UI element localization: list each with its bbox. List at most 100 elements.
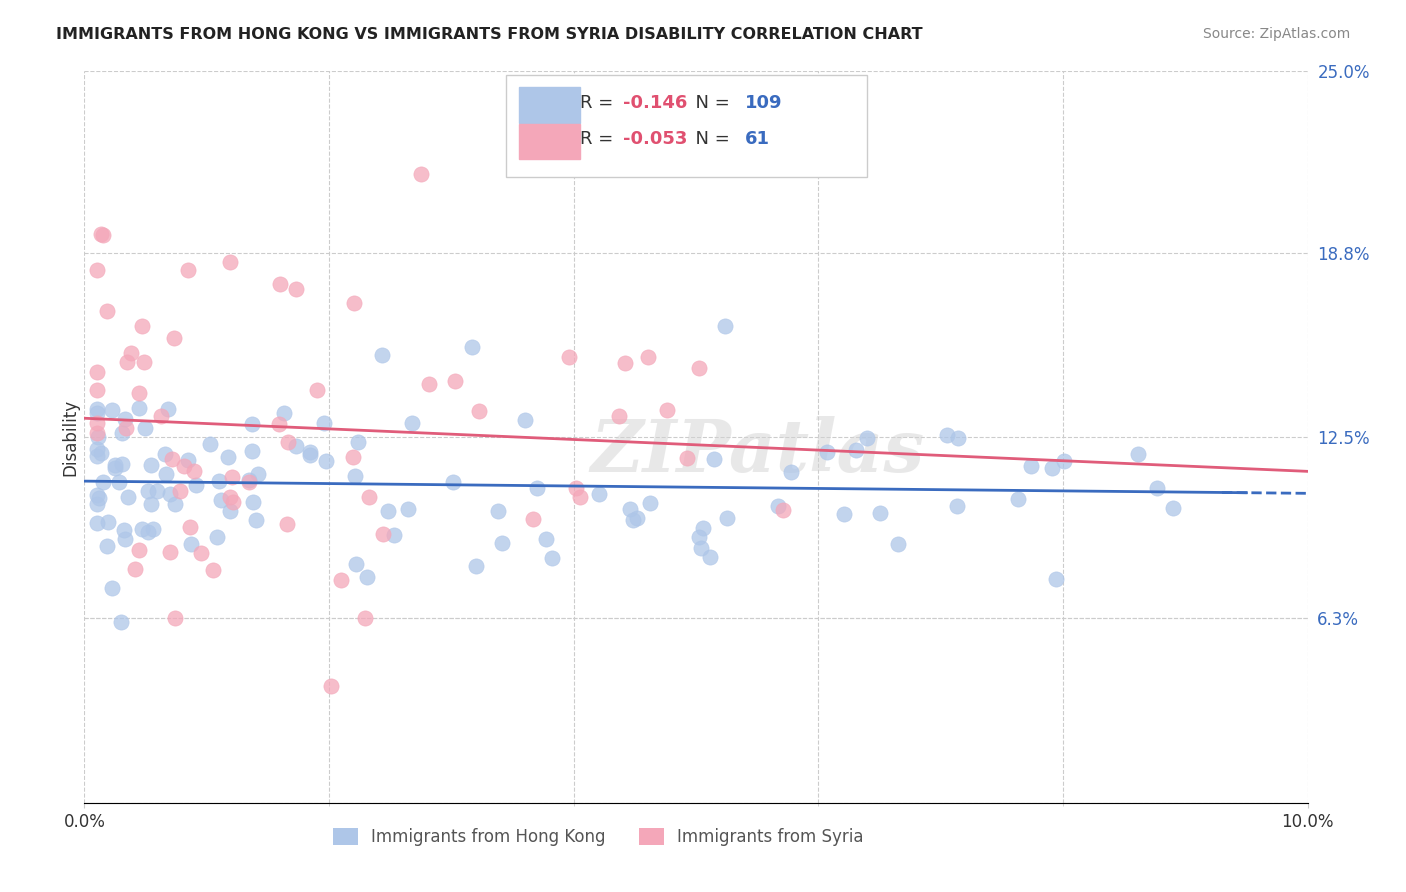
Point — [205, 530, 228, 544]
Point — [101, 581, 124, 595]
Point — [131, 522, 153, 536]
Point — [131, 318, 153, 333]
Point — [155, 447, 177, 461]
Point — [869, 507, 891, 521]
Point — [1045, 573, 1067, 587]
Point — [139, 458, 162, 472]
Point — [522, 511, 544, 525]
Point — [86, 442, 108, 456]
Point — [136, 525, 159, 540]
Point — [218, 504, 240, 518]
Text: -0.053: -0.053 — [623, 130, 688, 148]
Point — [1126, 447, 1149, 461]
Point — [221, 495, 243, 509]
Point — [157, 402, 180, 417]
Point — [330, 573, 353, 587]
Point — [91, 228, 114, 243]
Point — [935, 427, 957, 442]
Point — [1007, 491, 1029, 506]
Point — [104, 461, 127, 475]
Point — [565, 481, 588, 495]
Point — [219, 254, 242, 268]
Point — [588, 487, 610, 501]
Point — [1053, 454, 1076, 468]
Point — [176, 263, 198, 277]
Point — [112, 523, 135, 537]
Point — [558, 351, 581, 365]
Point — [86, 497, 108, 511]
Point — [110, 615, 132, 629]
Point — [703, 452, 725, 467]
Point — [541, 551, 564, 566]
Point — [180, 537, 202, 551]
Point — [621, 513, 644, 527]
Point — [418, 377, 440, 392]
Point — [115, 354, 138, 368]
Point — [614, 356, 637, 370]
Point — [321, 679, 343, 693]
Point — [150, 409, 173, 424]
Point — [276, 516, 298, 531]
Point — [107, 475, 129, 489]
Point — [155, 467, 177, 481]
Point — [111, 426, 134, 441]
Point — [299, 444, 322, 458]
Point — [638, 496, 661, 510]
Point — [104, 458, 127, 473]
Point — [886, 536, 908, 550]
Point — [114, 420, 136, 434]
Point — [101, 402, 124, 417]
Point — [86, 416, 108, 430]
FancyBboxPatch shape — [519, 87, 579, 122]
Point — [298, 448, 321, 462]
Point — [110, 457, 132, 471]
Point — [692, 521, 714, 535]
FancyBboxPatch shape — [506, 75, 868, 178]
Point — [688, 530, 710, 544]
Text: Source: ZipAtlas.com: Source: ZipAtlas.com — [1202, 27, 1350, 41]
Point — [221, 470, 243, 484]
Point — [267, 417, 290, 432]
Point — [86, 449, 108, 463]
Point — [117, 491, 139, 505]
Text: -0.146: -0.146 — [623, 94, 688, 112]
Point — [145, 484, 167, 499]
Point — [946, 500, 969, 514]
Point — [134, 420, 156, 434]
Point — [209, 492, 232, 507]
Point — [401, 416, 423, 430]
Point — [86, 263, 108, 277]
Point — [269, 277, 291, 291]
Point — [86, 402, 108, 417]
Point — [86, 365, 108, 379]
Point — [284, 439, 307, 453]
Point — [245, 513, 267, 527]
Point — [128, 543, 150, 558]
Point — [396, 501, 419, 516]
Point — [163, 497, 186, 511]
Point — [312, 417, 335, 431]
Point — [96, 539, 118, 553]
Text: 61: 61 — [745, 130, 770, 148]
Point — [377, 504, 399, 518]
Point — [91, 475, 114, 489]
Point — [120, 346, 142, 360]
Point — [1040, 461, 1063, 475]
Legend: Immigrants from Hong Kong, Immigrants from Syria: Immigrants from Hong Kong, Immigrants fr… — [326, 822, 870, 853]
Point — [714, 318, 737, 333]
Point — [536, 532, 558, 546]
Point — [169, 484, 191, 499]
Point — [655, 402, 678, 417]
Point — [238, 473, 260, 487]
Point — [139, 497, 162, 511]
Point — [97, 516, 120, 530]
Point — [198, 436, 221, 450]
Point — [240, 444, 263, 458]
Point — [142, 522, 165, 536]
Point — [772, 503, 794, 517]
Point — [247, 467, 270, 482]
Text: R =: R = — [579, 130, 619, 148]
Text: 109: 109 — [745, 94, 782, 112]
Point — [468, 404, 491, 418]
Point — [159, 487, 181, 501]
